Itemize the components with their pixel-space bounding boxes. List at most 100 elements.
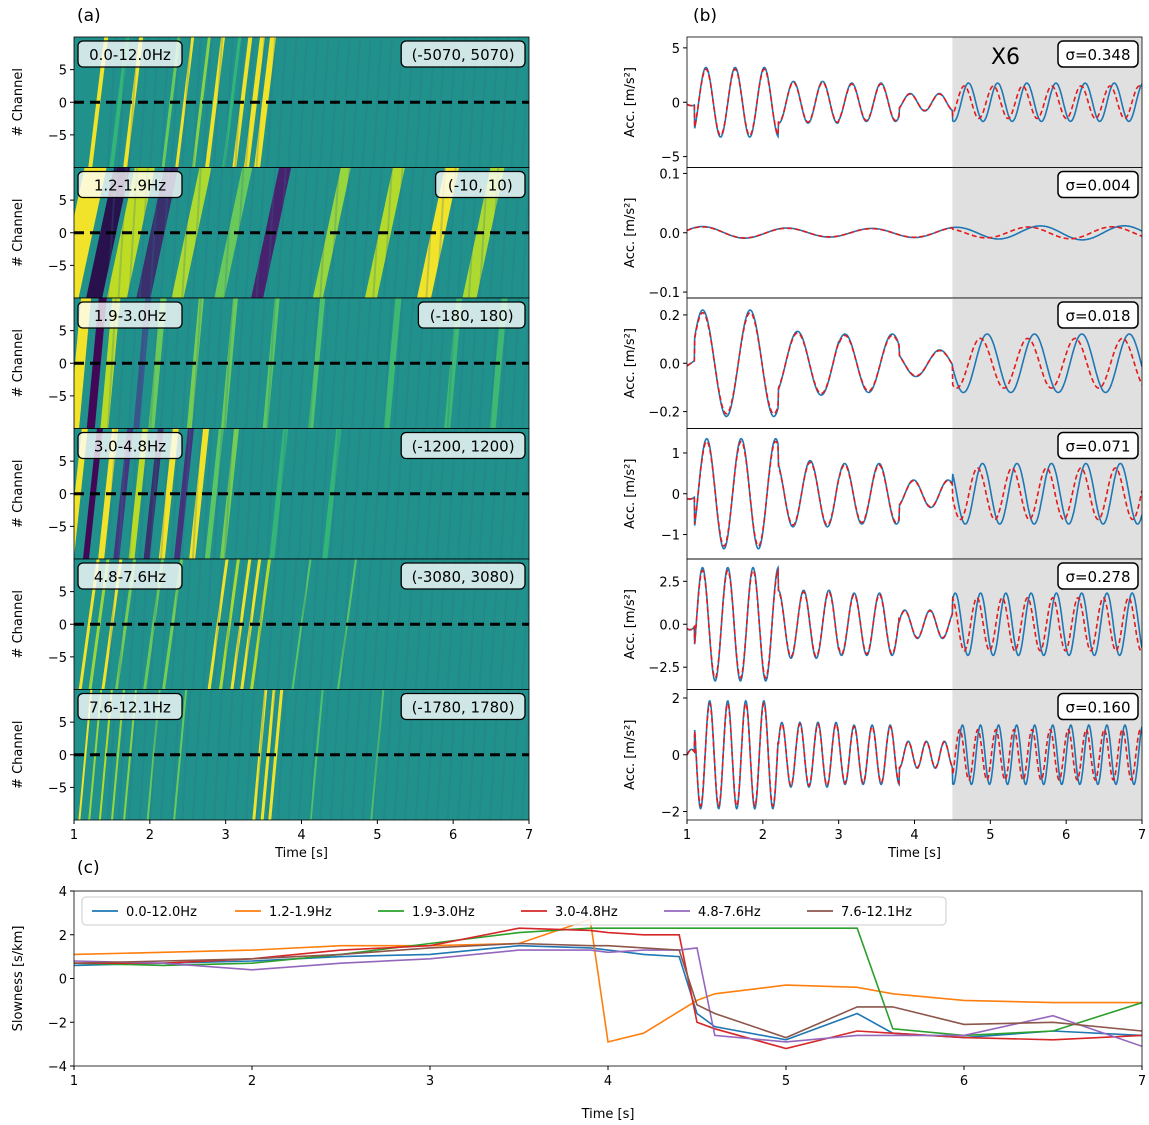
y-tick-label: −0.2 [648,406,680,421]
heatmap-texture [223,689,234,820]
heatmap-texture [223,298,234,429]
heatmap-texture [319,428,330,559]
heatmap-texture [276,428,287,559]
heatmap-texture [255,689,266,820]
y-tick-label: 1 [672,447,680,462]
heatmap-wavefront [250,559,272,690]
heatmap-wavefront [146,689,161,820]
x-axis-label: Time [s] [581,1107,635,1122]
observed-trace [687,437,1142,550]
y-tick-label: 5 [59,586,67,601]
y-axis-label: Acc. [m/s²] [623,328,638,398]
heatmap-wavefront [383,298,402,429]
predicted-trace [687,311,1142,415]
heatmap-texture [351,37,362,168]
heatmap-wavefront [110,689,125,820]
heatmap-texture [244,167,255,298]
range-label: (-1200, 1200) [412,438,515,456]
heatmap-texture [319,559,330,690]
heatmap-texture [191,298,202,429]
range-label-bg [400,692,526,721]
heatmap-texture [351,559,362,690]
y-tick-label: 5 [59,194,67,209]
heatmap-texture [244,37,255,168]
heatmap-texture [223,559,234,690]
y-axis-label: # Channel [11,590,26,658]
x-tick-label: 7 [1138,1074,1146,1089]
heatmap-wavefront [78,689,93,820]
y-tick-label: 0 [59,749,67,764]
heatmap-wavefront [204,428,224,559]
y-tick-label: 5 [59,64,67,79]
heatmap-texture [340,37,351,168]
heatmap-texture [223,37,234,168]
trace-subplot: 0.2 0.0 −0.2 Acc. [m/s²] σ=0.018 [623,297,1143,429]
panel-label-b: (b) [693,6,717,26]
y-tick-label: −2 [48,1016,67,1031]
heatmap-texture [308,298,319,429]
range-label-bg [400,431,526,460]
heatmap-wavefront [417,167,459,298]
x-tick-label: 6 [449,828,457,843]
range-label-box: (-180, 180) [417,301,526,329]
heatmap-wavefront [222,37,242,168]
heatmap-texture [276,559,287,690]
slowness-series-line [74,947,1142,1048]
heatmap-texture [223,167,234,298]
heatmap-texture [319,689,330,820]
range-label-box: (-10, 10) [434,170,526,199]
heatmap-wavefront [189,428,210,559]
panel-c-slowness: 4 2 0 −2 −41 2 3 4 5 6 7 Time [s] Slowness [s/km] 0.0… [11,885,1146,1122]
heatmap-texture [372,167,383,298]
x-tick-label: 7 [1138,828,1146,843]
heatmap-subplot: 5 0 −5 # Channel 1.9-3.0Hz (-180, 180) [11,297,530,429]
heatmap-wavefront [123,37,144,168]
trace-lines [687,309,1142,418]
band-label-bg [77,301,183,329]
y-tick-label: −0.1 [648,286,680,301]
range-label-bg [400,562,526,590]
band-label-bg [77,170,183,199]
predicted-trace [687,567,1142,680]
heatmap-texture [351,689,362,820]
heatmap-texture [223,428,234,559]
heatmap-texture [372,298,383,429]
y-axis-label: # Channel [11,721,26,789]
scale-annotation: X6 [991,45,1020,70]
heatmap-wavefront [269,428,289,559]
trace-subplot: 2 0 −2 Acc. [m/s²] σ=0.160 [623,689,1143,820]
x-tick-label: 2 [759,828,767,843]
heatmap-wavefront [214,167,253,298]
legend-label: 4.8-7.6Hz [698,905,761,920]
heatmap-wavefront [158,428,179,559]
sigma-box: σ=0.160 [1057,692,1139,721]
y-tick-label: 0 [59,488,67,503]
y-axis-label: Slowness [s/km] [11,926,26,1032]
heatmap-texture [404,167,415,298]
heatmap-texture [255,167,266,298]
y-tick-label: 5 [59,325,67,340]
trace-lines [687,225,1142,241]
x-tick-label: 5 [373,828,381,843]
x-tick-label: 7 [525,828,533,843]
trace-subplot: 2.5 0.0 −2.5 Acc. [m/s²] σ=0.278 [623,558,1143,690]
y-tick-label: 5 [59,716,67,731]
range-label-box: (-1780, 1780) [400,692,526,721]
sigma-box: σ=0.018 [1057,301,1139,329]
sigma-bg [1057,562,1139,590]
heatmap-texture [340,428,351,559]
y-tick-label: 0 [672,96,680,111]
band-label-bg [77,562,183,590]
heatmap-texture [319,167,330,298]
legend-label: 3.0-4.8Hz [555,905,618,920]
heatmap-texture [308,428,319,559]
y-tick-label: 2 [672,692,680,707]
heatmap-wavefront [218,559,240,690]
y-tick-label: 2 [59,929,67,944]
heatmap-texture [255,37,266,168]
heatmap-wavefront [219,428,239,559]
heatmap-texture [340,559,351,690]
predicted-trace [687,226,1142,240]
heatmap-wavefront [173,689,188,820]
heatmap-texture [255,428,266,559]
